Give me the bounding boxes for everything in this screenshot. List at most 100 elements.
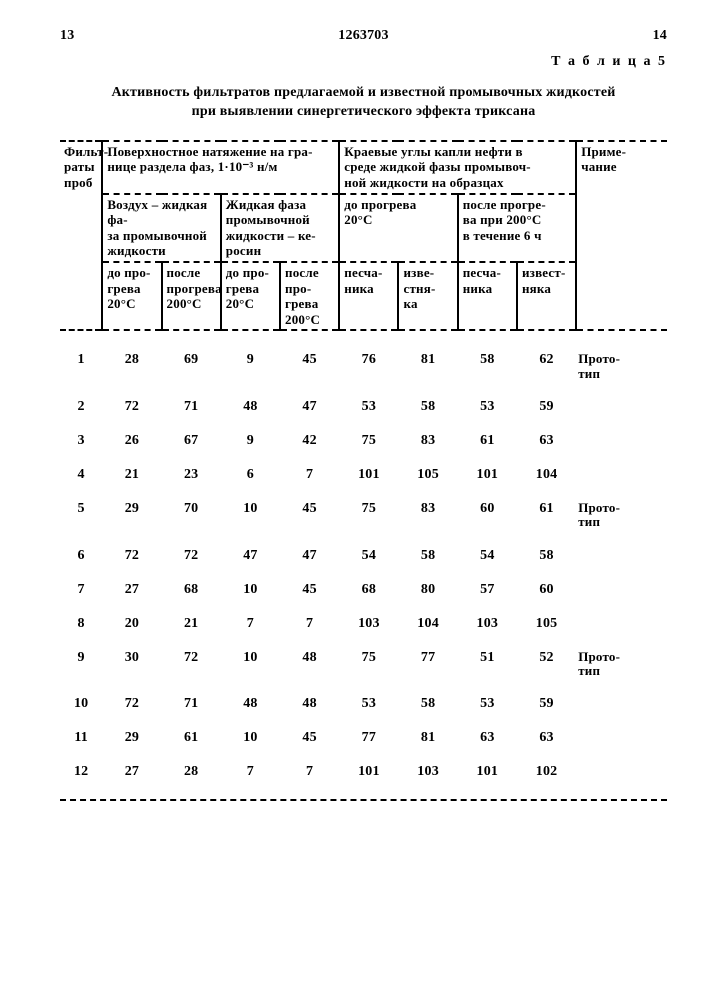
cell: 8: [60, 607, 102, 641]
table-header: Фильт-ратыпроб Поверхностное натяжение н…: [60, 140, 667, 332]
table-row: 27271484753585359: [60, 390, 667, 424]
cell: 63: [517, 424, 576, 458]
cell: 10: [60, 687, 102, 721]
cell: 77: [398, 641, 457, 688]
cell: 67: [162, 424, 221, 458]
table-label: Т а б л и ц а 5: [60, 54, 667, 70]
cell: 58: [398, 687, 457, 721]
cell: 10: [221, 641, 280, 688]
cell: 48: [221, 687, 280, 721]
cell: 27: [102, 755, 161, 789]
cell: 81: [398, 343, 457, 390]
cell: 29: [102, 492, 161, 539]
cell: 12: [60, 755, 102, 789]
col-c: до про-грева20°С: [221, 262, 280, 330]
cell: 104: [398, 607, 457, 641]
cell: 105: [517, 607, 576, 641]
cell: 45: [280, 573, 339, 607]
col-note: Приме-чание: [576, 141, 667, 331]
table-row: 72768104568805760: [60, 573, 667, 607]
table-caption: Активность фильтратов предлагаемой и изв…: [70, 84, 657, 122]
cell: 72: [102, 687, 161, 721]
cell: 61: [517, 492, 576, 539]
cell: 27: [102, 573, 161, 607]
cell: 71: [162, 687, 221, 721]
cell: 6: [60, 539, 102, 573]
cell: 26: [102, 424, 161, 458]
cell: 7: [280, 458, 339, 492]
cell: 54: [458, 539, 517, 573]
cell: 54: [339, 539, 398, 573]
cell: 72: [102, 390, 161, 424]
cell: 5: [60, 492, 102, 539]
cell: 101: [339, 458, 398, 492]
cell: 101: [339, 755, 398, 789]
cell-note: Прото-тип: [576, 492, 667, 539]
table-row: 1286994576815862Прото-тип: [60, 343, 667, 390]
table-row: 112961104577816363: [60, 721, 667, 755]
cell: 30: [102, 641, 161, 688]
cell: 72: [162, 641, 221, 688]
cell: 101: [458, 458, 517, 492]
table-row: 67272474754585458: [60, 539, 667, 573]
cell: 10: [221, 573, 280, 607]
cell: 102: [517, 755, 576, 789]
cell: 7: [221, 607, 280, 641]
cell: 48: [280, 687, 339, 721]
cell: 103: [398, 755, 457, 789]
cell-note: Прото-тип: [576, 641, 667, 688]
subcol-after-heat: после прогре-ва при 200°Св течение 6 ч: [458, 194, 576, 262]
cell: 29: [102, 721, 161, 755]
cell: 20: [102, 607, 161, 641]
cell: 103: [339, 607, 398, 641]
cell: 70: [162, 492, 221, 539]
cell: 53: [339, 390, 398, 424]
col-f: изве-стня-ка: [398, 262, 457, 330]
cell: 10: [221, 721, 280, 755]
cell: 75: [339, 641, 398, 688]
cell: 58: [517, 539, 576, 573]
cell: 59: [517, 687, 576, 721]
col-g: песча-ника: [458, 262, 517, 330]
colgroup-surface-tension: Поверхностное натяжение на гра-нице разд…: [102, 141, 339, 194]
cell: 11: [60, 721, 102, 755]
cell: 61: [162, 721, 221, 755]
table-row: 52970104575836061Прото-тип: [60, 492, 667, 539]
cell: 52: [517, 641, 576, 688]
cell: 77: [339, 721, 398, 755]
cell-note: [576, 458, 667, 492]
cell: 68: [339, 573, 398, 607]
cell-note: [576, 573, 667, 607]
cell: 101: [458, 755, 517, 789]
table-row: 3266794275836163: [60, 424, 667, 458]
col-filtraty: Фильт-ратыпроб: [60, 141, 102, 331]
cell-note: Прото-тип: [576, 343, 667, 390]
cell: 72: [162, 539, 221, 573]
table-row: 4212367101105101104: [60, 458, 667, 492]
table-body: 1286994576815862Прото-тип272714847535853…: [60, 343, 667, 789]
cell: 47: [280, 539, 339, 573]
col-b: послепрогрева200°С: [162, 262, 221, 330]
cell: 80: [398, 573, 457, 607]
page: 13 1263703 14 Т а б л и ц а 5 Активность…: [0, 0, 707, 1000]
cell: 58: [398, 539, 457, 573]
table-row: 107271484853585359: [60, 687, 667, 721]
cell: 7: [60, 573, 102, 607]
subcol-before-heat: до прогрева20°С: [339, 194, 457, 262]
cell: 51: [458, 641, 517, 688]
cell: 63: [517, 721, 576, 755]
subcol-liquid-kerosin: Жидкая фазапромывочнойжидкости – ке-роси…: [221, 194, 339, 262]
cell: 72: [102, 539, 161, 573]
page-number-left: 13: [60, 28, 74, 44]
table-row: 8202177103104103105: [60, 607, 667, 641]
table-bottom-rule: [60, 799, 667, 801]
cell: 45: [280, 721, 339, 755]
cell: 28: [102, 343, 161, 390]
cell: 103: [458, 607, 517, 641]
cell: 48: [280, 641, 339, 688]
subcol-air-liquid: Воздух – жидкая фа-за промывочнойжидкост…: [102, 194, 220, 262]
caption-line-2: при выявлении синергетического эффекта т…: [70, 103, 657, 122]
cell: 83: [398, 424, 457, 458]
col-e: песча-ника: [339, 262, 398, 330]
cell: 1: [60, 343, 102, 390]
